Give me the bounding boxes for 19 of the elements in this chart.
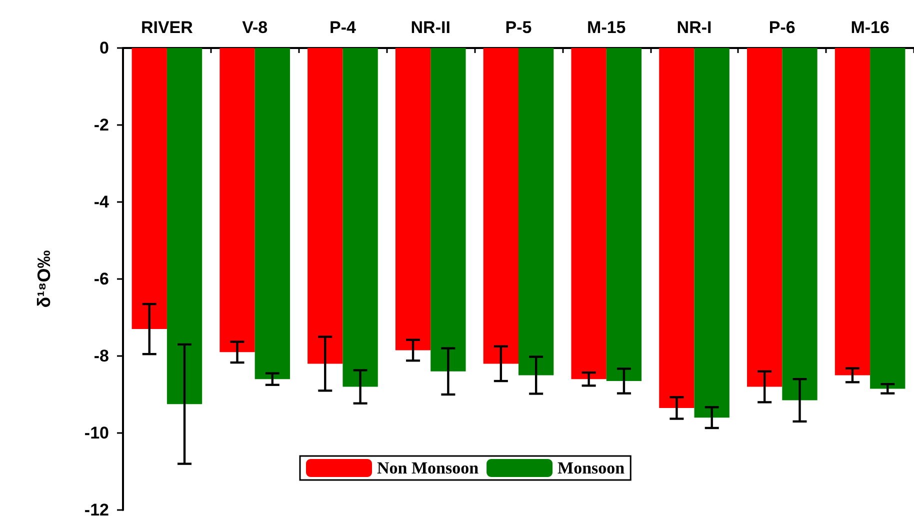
y-tick-label: -10 — [84, 424, 109, 442]
y-tick-label: -12 — [84, 500, 109, 520]
x-tick-label: P-6 — [768, 18, 796, 37]
x-tick-label: M-15 — [587, 18, 626, 37]
y-tick-label: -2 — [94, 116, 109, 134]
x-tick-label: P-4 — [329, 18, 356, 37]
x-tick-label: M-16 — [850, 18, 890, 37]
y-axis-title: δ¹⁸O‰ — [34, 250, 54, 308]
y-tick-label: -8 — [94, 346, 109, 366]
y-tick-label: -6 — [94, 270, 109, 288]
legend-label: Monsoon — [558, 458, 626, 478]
x-tick-label: V-8 — [242, 18, 268, 37]
x-tick-label: NR-II — [410, 18, 450, 37]
x-tick-label: NR-I — [676, 18, 712, 37]
x-tick-label: RIVER — [140, 18, 193, 37]
x-tick-label: P-5 — [505, 18, 532, 37]
legend-label: Non Monsoon — [377, 458, 480, 478]
y-tick-label: -4 — [94, 192, 110, 212]
y-tick-label: 0 — [100, 38, 109, 58]
